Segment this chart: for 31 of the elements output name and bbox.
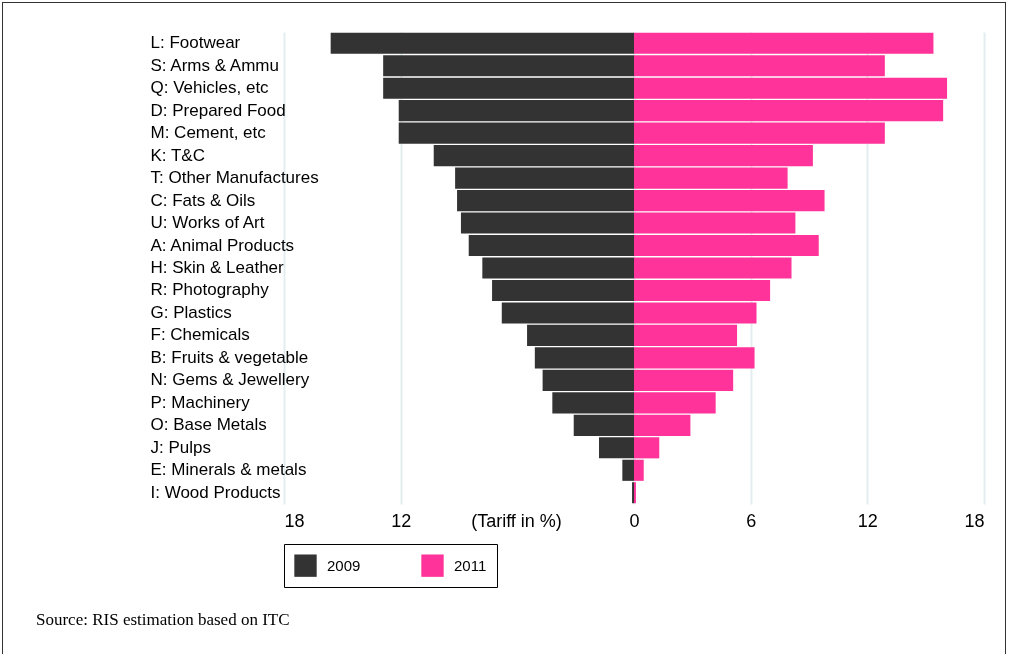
y-tick-label: F: Chemicals [150,325,250,345]
y-tick-label: R: Photography [150,280,270,300]
x-axis-title: (Tariff in %) [471,510,562,531]
x-tick-label: 12 [391,510,412,531]
y-tick-label: I: Wood Products [150,482,281,502]
y-tick-label: A: Animal Products [150,235,295,255]
y-tick-label: H: Skin & Leather [150,258,285,277]
x-tick-label: 18 [284,510,305,531]
y-tick-label: J: Pulps [150,437,211,457]
y-tick-label: Q: Vehicles, etc [150,78,270,98]
x-tick-label: 18 [964,510,985,531]
y-tick-label: O: Base Metals [150,415,267,435]
x-tick-label: 6 [746,510,757,531]
legend-label: 2009 [327,556,361,574]
y-tick-label: C: Fats & Oils [150,190,256,210]
x-tick-label: 0 [629,510,640,531]
legend-label: 2011 [454,556,487,574]
y-tick-label: G: Plastics [150,302,232,322]
y-tick-label: T: Other Manufactures [150,168,319,188]
y-tick-label: E: Minerals & metals [150,460,307,480]
y-tick-label: D: Prepared Food [150,100,286,120]
y-tick-label: P: Machinery [150,392,251,412]
y-tick-label: U: Works of Art [150,213,265,233]
y-tick-label: N: Gems & Jewellery [150,370,310,390]
y-tick-label: S: Arms & Ammu [150,55,279,75]
y-tick-label: M: Cement, etc [150,123,267,143]
y-tick-label: K: T&C [150,145,205,165]
x-tick-label: 12 [857,510,878,531]
y-tick-label: L: Footwear [150,33,241,53]
y-tick-label: B: Fruits & vegetable [150,347,309,367]
source-note: Source: RIS estimation based on ITC [36,610,290,630]
